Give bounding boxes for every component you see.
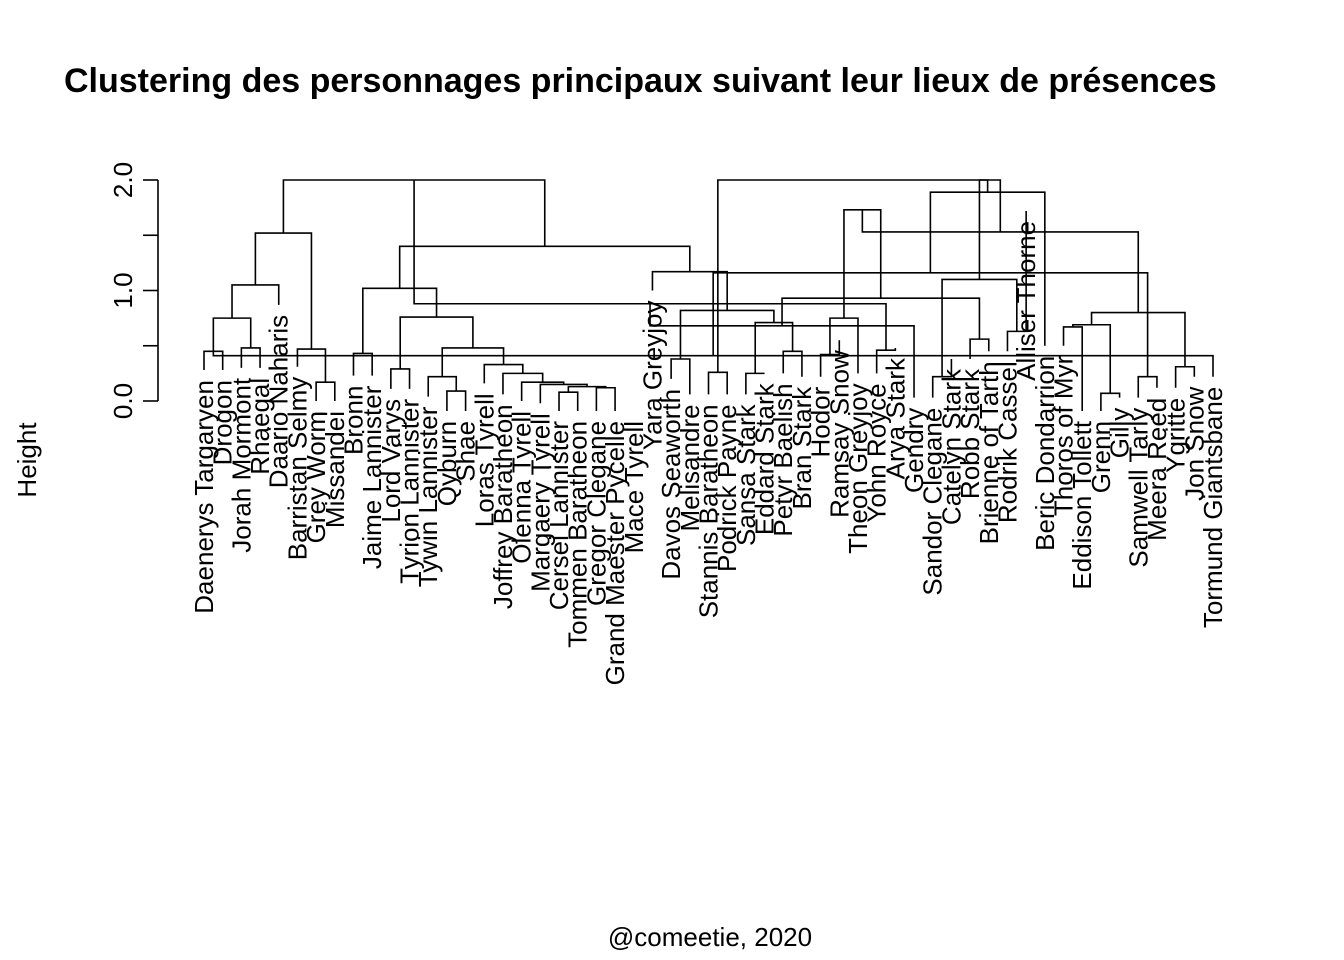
leaf-label: Lord Varys — [376, 399, 406, 523]
dendrogram-link — [315, 381, 336, 401]
dendrogram-link — [502, 372, 544, 395]
y-axis-ticks: 0.0 1.0 2.0 — [108, 162, 158, 419]
leaf-label: Jon Snow — [1179, 386, 1209, 500]
leaf-label: Qyburn — [432, 421, 462, 506]
dendrogram-link — [717, 179, 989, 373]
leaf-label: Alliser Thorne — [1011, 221, 1041, 381]
leaf-label: Shae — [451, 421, 481, 482]
leaf-label: Gregor Clegane — [581, 421, 611, 606]
dendrogram-link — [240, 347, 261, 368]
leaf-label: Tommen Baratheon — [563, 421, 593, 648]
leaf-label: Grand Maester Pycelle — [600, 421, 630, 685]
leaf-label: Yara Greyjoy — [637, 301, 667, 451]
leaf-label: Yohn Royce — [862, 383, 892, 522]
leaf-label: Samwell Tarly — [1123, 408, 1153, 568]
dendrogram-link — [707, 371, 728, 395]
dendrogram-link — [398, 245, 691, 289]
dendrogram-link — [441, 347, 505, 377]
leaf-label: Rhaegal — [245, 378, 275, 475]
leaf-label: Rodrik Cassel — [992, 361, 1022, 523]
dendrogram-link — [1174, 365, 1196, 388]
leaf-label: Tormund Giantsbane — [1198, 387, 1228, 628]
leaf-label: Eddison Tollett — [1067, 420, 1097, 589]
dendrogram-link — [595, 386, 616, 411]
leaf-label: Sandor Clegane — [918, 408, 948, 596]
leaf-label: Grenn — [1086, 421, 1116, 493]
leaf-label: Mace Tyrell — [619, 421, 649, 553]
leaf-label: Daario Naharis — [264, 315, 294, 488]
leaf-label: Grey Worm — [301, 411, 331, 543]
dendrogram-links — [203, 179, 1214, 411]
leaf-label: Bronn — [338, 386, 368, 455]
dendrogram-link — [399, 316, 474, 369]
leaf-label: Barristan Selmy — [282, 377, 312, 561]
y-tick-label: 2.0 — [108, 162, 138, 198]
y-axis: 0.0 1.0 2.0 — [108, 162, 159, 419]
leaf-label: Petyr Baelish — [768, 383, 798, 536]
leaf-label: Loras Tyrell — [469, 393, 499, 527]
dendrogram-link — [558, 391, 579, 411]
dendrogram-link — [212, 317, 252, 352]
x-axis-label: @comeetie, 2020 — [608, 922, 812, 952]
dendrogram-link — [231, 284, 280, 319]
leaf-label: Eddard Stark — [750, 382, 780, 535]
leaf-label: Thoros of Myr — [1049, 355, 1079, 516]
leaf-label: Podrick Payne — [712, 404, 742, 572]
leaf-label: Gilly — [1105, 408, 1135, 459]
leaf-label: Melisandre — [675, 404, 705, 531]
leaf-label: Ramsay Snow — [824, 350, 854, 518]
leaf-label: Stannis Baratheon — [694, 404, 724, 618]
leaf-label: Brienne of Tarth — [974, 361, 1004, 544]
leaf-label: Margaery Tyrell — [525, 413, 555, 592]
y-tick-label: 0.0 — [108, 383, 138, 419]
dendrogram-link — [352, 352, 373, 376]
leaf-label: Theon Greyjoy — [843, 383, 873, 554]
dendrogram-link — [1137, 375, 1158, 398]
leaf-label: Arya Stark — [880, 357, 910, 479]
leaf-label: Beric Dondarrion — [1030, 356, 1060, 551]
leaf-label: Drogon — [208, 380, 238, 465]
leaf-label: Robb Stark — [955, 368, 985, 499]
y-axis-label: Height — [12, 422, 42, 498]
leaf-label: Meera Reed — [1142, 398, 1172, 541]
leaf-label: Hodor — [806, 386, 836, 457]
leaf-label: Tywin Lannister — [413, 406, 443, 587]
leaf-label: Joffrey Baratheon — [488, 404, 518, 609]
dendrogram-link — [679, 309, 775, 360]
chart-title: Clustering des personnages principaux su… — [64, 62, 1217, 100]
leaf-label: Ygritte — [1161, 398, 1191, 473]
leaf-label: Olenna Tyrell — [507, 411, 537, 564]
leaf-label: Sansa Stark — [731, 403, 761, 546]
leaf-label: Missandei — [320, 411, 350, 528]
dendrogram-link — [1090, 311, 1186, 367]
leaf-label: Cersei Lannister — [544, 421, 574, 611]
dendrogram-link — [427, 375, 458, 397]
leaf-label: Tyrion Lannister — [395, 399, 425, 584]
y-tick-label: 1.0 — [108, 272, 138, 308]
leaf-label: Daenerys Targaryen — [189, 380, 219, 614]
leaf-label: Davos Seaworth — [656, 389, 686, 580]
leaf-label: Gendry — [899, 408, 929, 493]
leaf-label: Jaime Lannister — [357, 385, 387, 569]
dendrogram-link — [745, 372, 765, 395]
leaf-label: Bran Stark — [787, 386, 817, 510]
leaf-label: Jorah Mormont — [226, 377, 256, 553]
dendrogram-link — [754, 321, 794, 374]
dendrogram-link — [446, 390, 467, 411]
dendrogram-link — [978, 179, 1002, 280]
dendrogram-link — [390, 368, 411, 389]
leaf-label: Catelyn Stark — [936, 368, 966, 525]
